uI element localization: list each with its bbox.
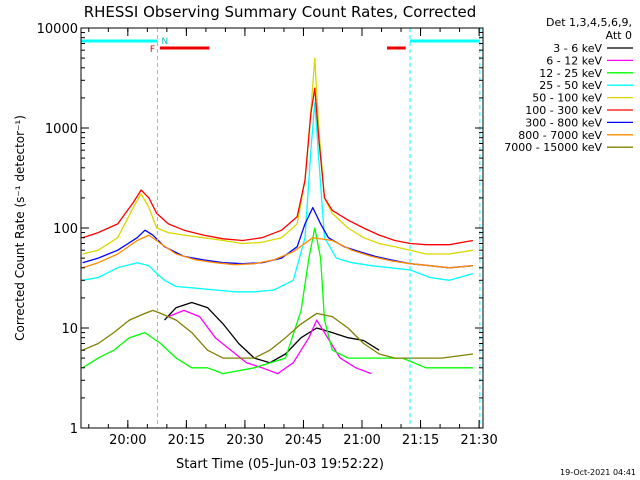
x-axis-label: Start Time (05-Jun-03 19:52:22) [176, 457, 384, 472]
y-tick-label: 100 [53, 222, 78, 237]
y-tick-label: 1 [70, 422, 78, 437]
axis-layer: 20:00 20:15 20:30 20:45 21:00 21:15 21:30 1 10 10… [37, 22, 498, 448]
x-tick-label: 20:45 [285, 433, 322, 448]
series-line-12-25-kev [82, 227, 473, 375]
chart-title: RHESSI Observing Summary Count Rates, Co… [84, 3, 477, 21]
night-label: N [161, 37, 168, 47]
legend-entry-label: 3 - 6 keV [553, 42, 602, 55]
series-line-100-300-kev [82, 87, 474, 246]
x-tick-label: 20:15 [168, 433, 205, 448]
x-tick-label: 20:30 [226, 433, 263, 448]
flare-label: F [150, 45, 155, 55]
plot-frame [80, 27, 484, 429]
legend-header-line-1: Det 1,3,4,5,6,9, [546, 16, 632, 29]
x-tick-label: 21:00 [343, 433, 380, 448]
series-line-3-6-kev [164, 301, 380, 364]
legend-entry-label: 300 - 800 keV [525, 116, 602, 129]
y-tick-label: 1000 [45, 122, 78, 137]
series-line-6-12-kev [168, 309, 372, 375]
legend-entry-label: 25 - 50 keV [539, 79, 602, 92]
legend-entry-label: 100 - 300 keV [525, 104, 602, 117]
x-tick-label: 21:15 [402, 433, 439, 448]
x-tick-label: 20:00 [109, 433, 146, 448]
y-tick-label: 10 [61, 322, 78, 337]
x-tick-label: 21:30 [460, 433, 497, 448]
y-tick-label: 10000 [37, 22, 78, 37]
annotation-layer: NF [81, 28, 481, 428]
legend-entry-label: 50 - 100 keV [532, 92, 602, 105]
data-layer [82, 57, 474, 375]
legend-entry-label: 12 - 25 keV [539, 67, 602, 80]
series-line-25-50-kev [82, 101, 474, 293]
legend-entry-label: 800 - 7000 keV [518, 129, 602, 142]
series-line-50-100-kev [82, 57, 474, 255]
y-axis-label: Corrected Count Rate (s⁻¹ detector⁻¹) [13, 115, 27, 341]
series-line-7000-15000-kev [82, 309, 473, 359]
generated-timestamp: 19-Oct-2021 04:41 [560, 468, 636, 477]
series-line-800-7000-kev [82, 234, 473, 269]
legend-entry-label: 6 - 12 keV [546, 54, 602, 67]
legend-header-line-2: Att 0 [606, 29, 632, 42]
legend-entry-label: 7000 - 15000 keV [504, 141, 602, 154]
series-line-300-800-kev [82, 206, 473, 269]
